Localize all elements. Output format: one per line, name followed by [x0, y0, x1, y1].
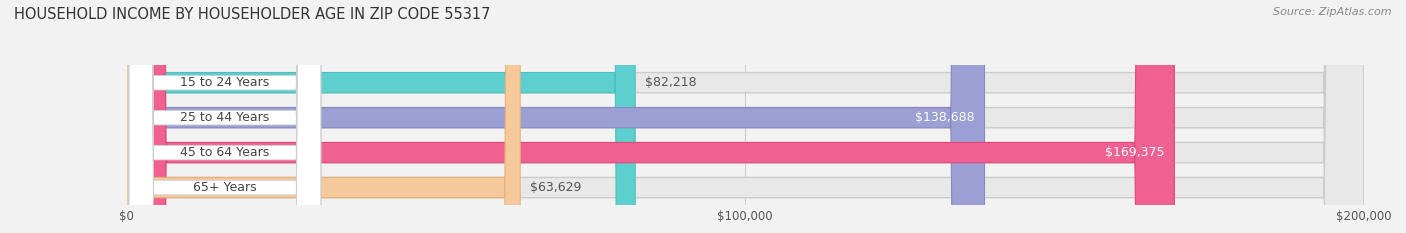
FancyBboxPatch shape: [127, 0, 1364, 233]
FancyBboxPatch shape: [127, 0, 1364, 233]
Text: Source: ZipAtlas.com: Source: ZipAtlas.com: [1274, 7, 1392, 17]
FancyBboxPatch shape: [127, 0, 636, 233]
Text: 45 to 64 Years: 45 to 64 Years: [180, 146, 270, 159]
FancyBboxPatch shape: [127, 0, 1174, 233]
FancyBboxPatch shape: [129, 0, 321, 233]
FancyBboxPatch shape: [127, 0, 520, 233]
Text: 15 to 24 Years: 15 to 24 Years: [180, 76, 270, 89]
Text: $169,375: $169,375: [1105, 146, 1164, 159]
Text: $82,218: $82,218: [645, 76, 697, 89]
Text: $138,688: $138,688: [915, 111, 974, 124]
FancyBboxPatch shape: [127, 0, 1364, 233]
Text: HOUSEHOLD INCOME BY HOUSEHOLDER AGE IN ZIP CODE 55317: HOUSEHOLD INCOME BY HOUSEHOLDER AGE IN Z…: [14, 7, 491, 22]
FancyBboxPatch shape: [127, 0, 984, 233]
Text: 25 to 44 Years: 25 to 44 Years: [180, 111, 270, 124]
FancyBboxPatch shape: [129, 0, 321, 233]
Text: $63,629: $63,629: [530, 181, 582, 194]
Text: 65+ Years: 65+ Years: [193, 181, 257, 194]
FancyBboxPatch shape: [129, 0, 321, 233]
FancyBboxPatch shape: [129, 0, 321, 233]
FancyBboxPatch shape: [127, 0, 1364, 233]
